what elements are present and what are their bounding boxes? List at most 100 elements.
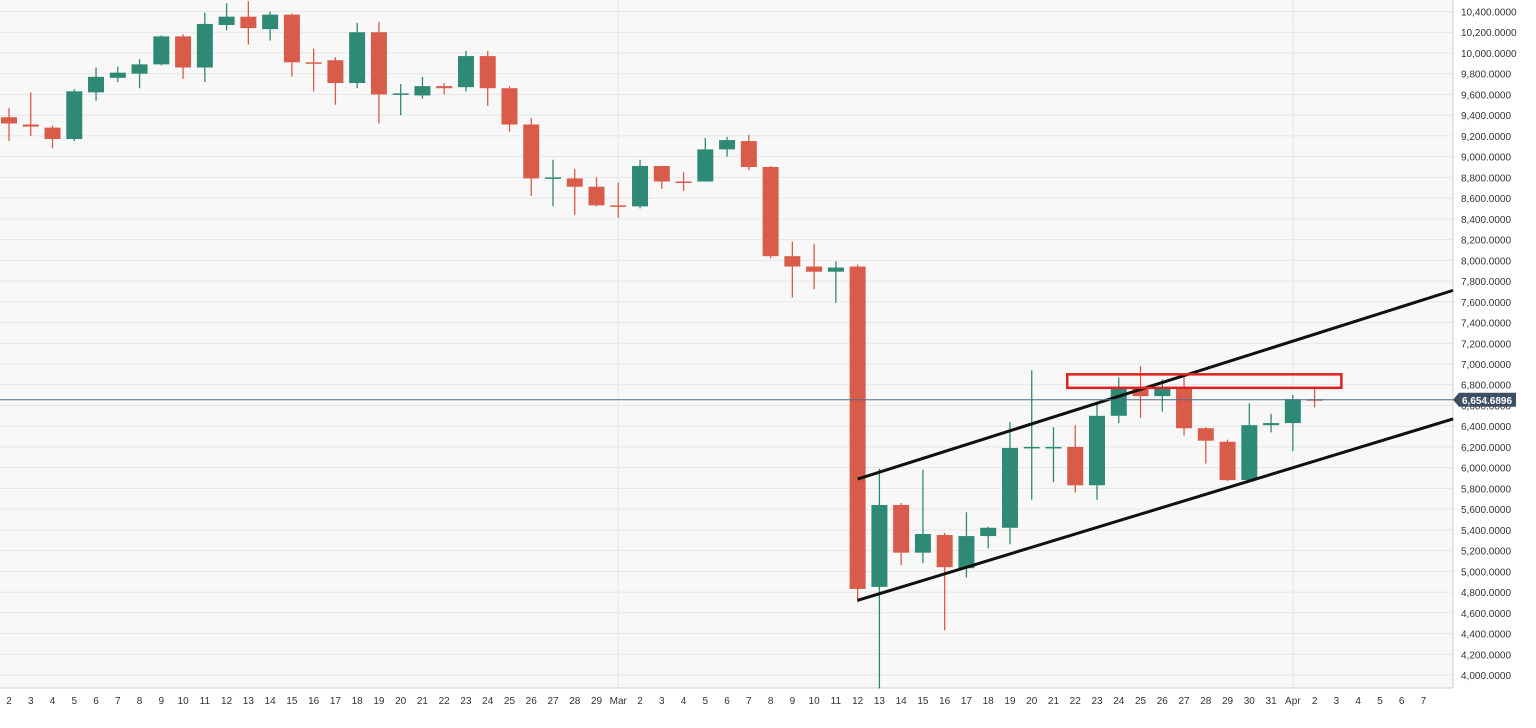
candle xyxy=(153,35,170,66)
x-tick-label: 7 xyxy=(115,696,121,707)
candle-body xyxy=(871,504,888,587)
candle-body xyxy=(762,167,779,257)
candle-body xyxy=(1197,428,1214,441)
candle xyxy=(936,532,953,631)
candle-body xyxy=(1154,388,1171,397)
y-tick-label: 10,400.0000 xyxy=(1461,8,1517,19)
y-tick-label: 9,200.0000 xyxy=(1461,132,1511,143)
candle xyxy=(88,67,105,101)
x-tick-label: 31 xyxy=(1266,696,1278,707)
upper-channel-line xyxy=(857,288,1454,481)
candle-body xyxy=(414,86,431,96)
y-tick-label: 5,000.0000 xyxy=(1461,567,1511,578)
candle-body xyxy=(1219,441,1236,481)
candle-body xyxy=(653,165,670,182)
candle xyxy=(1001,422,1018,545)
candle-body xyxy=(109,72,126,78)
candle xyxy=(1089,404,1105,500)
x-tick-label: 19 xyxy=(373,696,385,707)
y-tick-label: 7,800.0000 xyxy=(1461,277,1511,288)
candle xyxy=(893,502,910,566)
candle-body xyxy=(1001,447,1018,528)
x-tick-label: 14 xyxy=(896,696,908,707)
candle xyxy=(392,84,409,116)
candle xyxy=(327,57,344,105)
candle xyxy=(414,76,431,99)
x-tick-label: 15 xyxy=(286,696,298,707)
candle-body xyxy=(218,16,235,25)
candle-body xyxy=(349,32,366,84)
candle xyxy=(22,92,39,136)
x-tick-label: 13 xyxy=(874,696,886,707)
candle xyxy=(218,3,235,31)
candle xyxy=(632,159,649,209)
y-tick-label: 7,400.0000 xyxy=(1461,319,1511,330)
x-tick-label: 26 xyxy=(1157,696,1169,707)
x-tick-label: 3 xyxy=(1334,696,1340,707)
x-tick-label: 24 xyxy=(1113,696,1125,707)
x-tick-label: 5 xyxy=(71,696,77,707)
candle-body xyxy=(719,140,736,150)
candle-body xyxy=(740,141,757,168)
lower-channel-line xyxy=(857,417,1454,602)
candle-body xyxy=(88,76,105,93)
candle xyxy=(1219,439,1236,482)
x-tick-label: 14 xyxy=(265,696,277,707)
candle xyxy=(457,50,474,92)
candle xyxy=(501,86,518,132)
candle-body xyxy=(66,91,83,140)
x-tick-label: Mar xyxy=(610,696,628,707)
x-tick-label: 27 xyxy=(547,696,559,707)
x-tick-label: 5 xyxy=(1377,696,1383,707)
candle-body xyxy=(806,266,823,272)
candle xyxy=(1045,427,1062,483)
candle-body xyxy=(479,56,496,89)
x-tick-label: 3 xyxy=(659,696,665,707)
candle-body xyxy=(1110,386,1127,416)
x-tick-label: 16 xyxy=(939,696,951,707)
candle-body xyxy=(1,117,17,124)
x-tick-label: 30 xyxy=(1244,696,1256,707)
y-tick-label: 10,200.0000 xyxy=(1461,28,1517,39)
candle-body xyxy=(1176,388,1193,429)
y-tick-label: 4,800.0000 xyxy=(1461,588,1511,599)
annotation-layer xyxy=(857,288,1454,602)
candle xyxy=(719,136,736,157)
candle-body xyxy=(305,62,322,64)
candle-body xyxy=(1089,415,1105,486)
candle-body xyxy=(849,266,866,589)
x-tick-label: 8 xyxy=(137,696,143,707)
candle-body xyxy=(523,124,540,179)
candle xyxy=(740,134,757,171)
x-tick-label: 9 xyxy=(790,696,796,707)
y-tick-label: 5,800.0000 xyxy=(1461,484,1511,495)
candle-body xyxy=(1284,399,1301,424)
candle xyxy=(370,21,387,124)
candle xyxy=(240,1,257,45)
candle-body xyxy=(283,14,300,63)
candle-body xyxy=(1067,446,1084,486)
y-tick-label: 6,200.0000 xyxy=(1461,443,1511,454)
y-tick-label: 9,600.0000 xyxy=(1461,90,1511,101)
candle-body xyxy=(936,535,953,568)
candle-body xyxy=(44,127,61,140)
x-tick-label: 27 xyxy=(1178,696,1190,707)
candle xyxy=(1023,370,1040,500)
candle xyxy=(349,22,366,89)
x-tick-label: 3 xyxy=(28,696,34,707)
y-tick-label: 8,000.0000 xyxy=(1461,256,1511,267)
x-axis: 2 3 4 5 6 7 8 9 10 11 12 13 14 15 16 17 18 19 20 21 22 23 24 25… xyxy=(0,687,1453,707)
candle xyxy=(871,468,888,689)
candle-body xyxy=(588,186,605,206)
x-tick-label: 17 xyxy=(961,696,973,707)
candle-body xyxy=(131,64,148,74)
x-tick-label: 17 xyxy=(330,696,342,707)
candle-body xyxy=(632,165,649,207)
candle xyxy=(523,118,540,197)
candle xyxy=(196,12,213,82)
candle-body xyxy=(240,16,257,29)
plot-area xyxy=(0,0,1453,688)
x-tick-label: 11 xyxy=(200,696,211,707)
y-tick-label: 9,800.0000 xyxy=(1461,70,1511,81)
